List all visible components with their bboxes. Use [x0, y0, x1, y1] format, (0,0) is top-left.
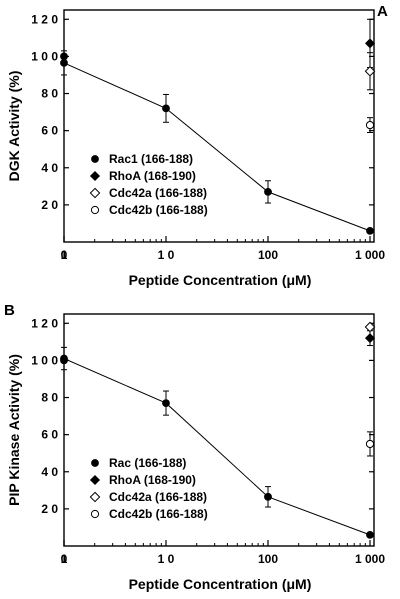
- x-tick-label: 0: [61, 552, 68, 566]
- plot-frame: [63, 313, 375, 547]
- ticks: 2 0 4 0 6 0 8 0 1 0 0 1 2 0 01 1 0 100 1 000: [31, 12, 385, 262]
- data-point: [365, 439, 375, 449]
- x-axis-title: Peptide Concentration (μM): [129, 576, 312, 592]
- panel-label: B: [4, 302, 15, 319]
- y-axis-title: PIP Kinase Activity (%): [6, 354, 22, 506]
- legend: Rac1 (166-188) RhoA (168-190) Cdc42a (166-…: [89, 152, 208, 217]
- legend-marker: [90, 509, 100, 519]
- data-point: [162, 399, 170, 407]
- legend-label: Cdc42b (166-188): [109, 203, 208, 217]
- data-point: [364, 38, 376, 49]
- data-point: [264, 187, 272, 196]
- y-tick-label: 6 0: [41, 124, 58, 138]
- data-point: [60, 58, 68, 67]
- x-tick-label: 1 000: [355, 248, 385, 262]
- legend-marker: [89, 187, 101, 199]
- x-tick-label: 100: [258, 248, 278, 262]
- data-point: [365, 120, 375, 130]
- panel-label: A: [377, 3, 388, 20]
- data-marks: [60, 321, 376, 539]
- data-point: [366, 530, 374, 539]
- legend-label: Cdc42a (166-188): [109, 186, 207, 200]
- y-tick-label: 4 0: [41, 465, 58, 479]
- plot-frame: [63, 9, 375, 243]
- legend-marker: [89, 170, 101, 182]
- legend-marker: [91, 459, 99, 467]
- y-tick-label: 1 0 0: [31, 353, 58, 367]
- data-point: [364, 333, 376, 344]
- x-tick-label: 100: [258, 552, 278, 566]
- data-point: [366, 226, 374, 235]
- data-point: [364, 65, 376, 77]
- x-tick-label: 1 000: [355, 552, 385, 566]
- legend-label: Rac1 (166-188): [109, 152, 193, 166]
- x-tick-label: 1: [61, 552, 68, 566]
- legend: Rac (166-188) RhoA (168-190) Cdc42a (166-1…: [89, 456, 208, 521]
- legend-marker: [91, 155, 99, 163]
- data-point: [364, 321, 376, 333]
- x-tick-label: 1 0: [158, 248, 175, 262]
- legend-marker: [89, 474, 101, 486]
- legend-label: Cdc42b (166-188): [109, 507, 208, 521]
- panel-a: A DGK Activity (%) Peptide Concentration…: [6, 3, 388, 288]
- legend-label: RhoA (168-190): [109, 473, 196, 487]
- y-tick-label: 1 2 0: [31, 12, 58, 26]
- legend-label: RhoA (168-190): [109, 169, 196, 183]
- x-axis-title: Peptide Concentration (μM): [129, 272, 312, 288]
- data-point: [162, 104, 170, 113]
- x-tick-label: 1: [61, 248, 68, 262]
- y-tick-label: 1 0 0: [31, 49, 58, 63]
- y-axis-title: DGK Activity (%): [6, 71, 22, 182]
- y-tick-label: 6 0: [41, 428, 58, 442]
- legend-label: Rac (166-188): [109, 456, 186, 470]
- data-marks: [60, 18, 376, 235]
- data-point: [264, 492, 272, 501]
- y-tick-label: 1 2 0: [31, 316, 58, 330]
- panel-b: B PIP Kinase Activity (%) Peptide Concen…: [4, 302, 385, 592]
- y-tick-label: 8 0: [41, 391, 58, 405]
- x-tick-label: 1 0: [158, 552, 175, 566]
- y-tick-label: 2 0: [41, 198, 58, 212]
- y-tick-label: 4 0: [41, 161, 58, 175]
- y-tick-label: 2 0: [41, 502, 58, 516]
- legend-marker: [90, 205, 100, 215]
- legend-marker: [89, 491, 101, 503]
- data-point: [60, 354, 68, 363]
- ticks: 2 0 4 0 6 0 8 0 1 0 0 1 2 0 01 1 0 100 1 000: [31, 316, 385, 566]
- legend-label: Cdc42a (166-188): [109, 490, 207, 504]
- x-tick-label: 0: [61, 248, 68, 262]
- y-tick-label: 8 0: [41, 87, 58, 101]
